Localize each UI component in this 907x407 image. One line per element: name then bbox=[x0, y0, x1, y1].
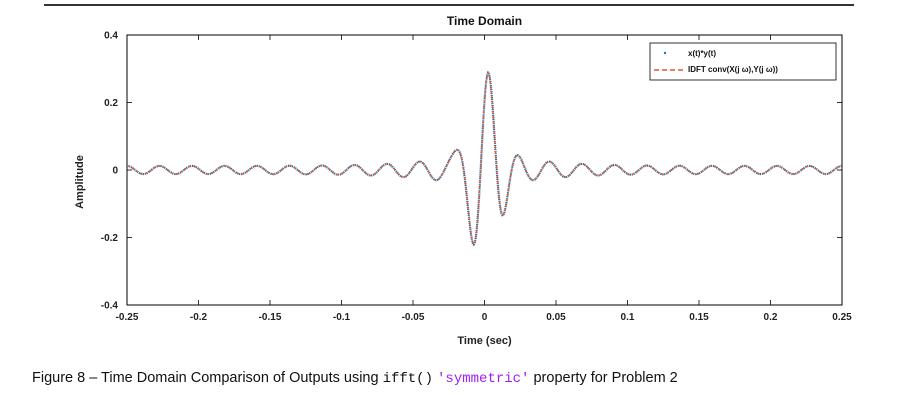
y-tick-label: 0.4 bbox=[104, 31, 118, 42]
x-axis-label: Time (sec) bbox=[457, 335, 512, 347]
y-tick-label: -0.4 bbox=[101, 301, 119, 312]
y-axis-label: Amplitude bbox=[74, 155, 86, 209]
x-tick-label: 0.05 bbox=[546, 312, 566, 323]
caption-suffix: property for Problem 2 bbox=[529, 370, 678, 386]
caption-code: ifft() bbox=[382, 371, 433, 387]
y-tick-label: 0 bbox=[112, 166, 118, 177]
legend-box bbox=[649, 42, 837, 81]
x-tick-label: 0 bbox=[482, 312, 488, 323]
x-tick-label: 0.2 bbox=[764, 312, 778, 323]
x-tick-label: 0.25 bbox=[832, 312, 852, 323]
legend-entry-1: x(t)*y(t) bbox=[688, 49, 716, 58]
y-tick-label: -0.2 bbox=[101, 233, 119, 244]
caption-arg: 'symmetric' bbox=[437, 371, 530, 387]
x-tick-label: -0.25 bbox=[116, 312, 139, 323]
x-tick-label: -0.05 bbox=[402, 312, 425, 323]
x-tick-label: -0.15 bbox=[259, 312, 282, 323]
figure-caption: Figure 8 – Time Domain Comparison of Out… bbox=[32, 370, 678, 387]
axis-ticks: -0.25 -0.2 -0.15 -0.1 -0.05 0 0.05 0.1 0.15 0.2 0.… bbox=[101, 31, 852, 324]
chart-legend: x(t)*y(t) IDFT conv(X(j ω),Y(j ω)) bbox=[649, 42, 837, 81]
chart-title: Time Domain bbox=[447, 14, 522, 28]
legend-entry-2: IDFT conv(X(j ω),Y(j ω)) bbox=[688, 65, 778, 74]
x-tick-label: -0.1 bbox=[333, 312, 351, 323]
x-tick-label: 0.1 bbox=[621, 312, 635, 323]
x-tick-label: 0.15 bbox=[689, 312, 709, 323]
series-idft-dashed bbox=[126, 71, 843, 246]
y-tick-label: 0.2 bbox=[104, 98, 118, 109]
chart-series bbox=[126, 70, 843, 247]
time-domain-chart: Time Domain Time (sec) Amplitude -0.25 -0… bbox=[74, 14, 852, 347]
top-rule bbox=[44, 4, 854, 6]
x-tick-label: -0.2 bbox=[190, 312, 208, 323]
legend-dot-marker bbox=[663, 51, 667, 55]
caption-prefix: Figure 8 – Time Domain Comparison of Out… bbox=[32, 370, 383, 386]
